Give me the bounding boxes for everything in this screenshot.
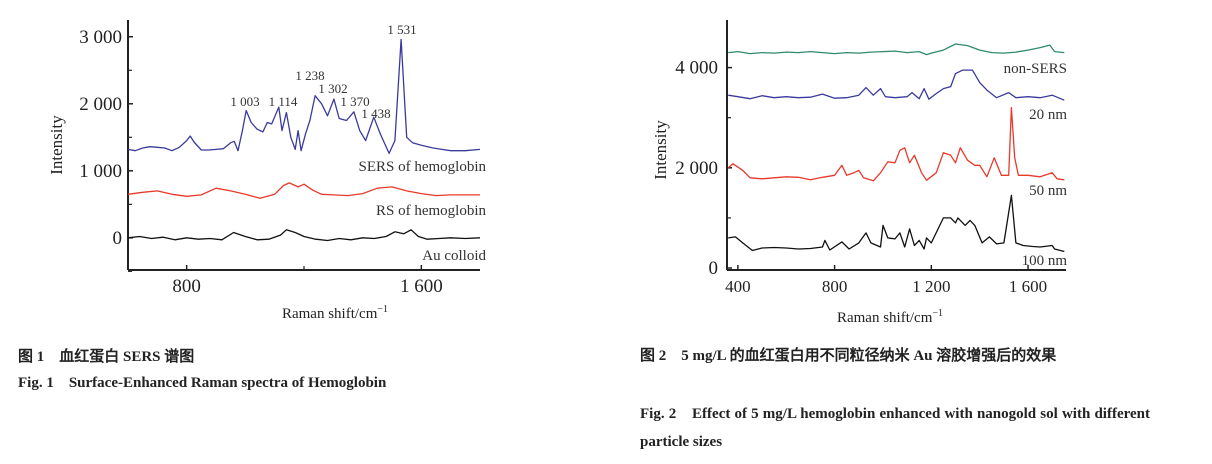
peak-label: 1 302: [318, 81, 347, 96]
x-tick-label: 1 600: [1009, 277, 1047, 296]
series-label: SERS of hemoglobin: [358, 159, 486, 175]
fig2-caption-cn: 图 2 5 mg/L 的血红蛋白用不同粒径纳米 Au 溶胶增强后的效果: [640, 348, 1057, 364]
peak-label: 1 238: [295, 68, 324, 83]
series-line-sers-of-hemoglobin: [127, 38, 481, 155]
peak-label: 1 370: [340, 94, 369, 109]
y-tick-label: 4 000: [675, 58, 718, 79]
series-label: RS of hemoglobin: [376, 203, 487, 219]
x-axis-label-superscript: −1: [932, 308, 943, 319]
peak-label: 1 438: [361, 106, 390, 121]
x-axis-label-superscript: −1: [377, 304, 388, 315]
y-tick-label: 3 000: [79, 27, 122, 48]
fig1-caption-en: Fig. 1 Surface-Enhanced Raman spectra of…: [18, 375, 387, 391]
series-line-non-sers: [728, 43, 1065, 56]
series-label: 100 nm: [1022, 253, 1068, 269]
x-tick-label: 400: [725, 277, 751, 296]
series-label: 20 nm: [1029, 107, 1067, 123]
series-line-20-nm: [728, 69, 1065, 101]
series-label: non-SERS: [1004, 61, 1067, 77]
y-tick-label: 0: [709, 258, 719, 279]
series-line-50-nm: [727, 107, 1065, 182]
x-tick-label: 1 200: [912, 277, 950, 296]
y-axis-label: Intensity: [651, 120, 670, 180]
x-axis-label: Raman shift/cm−1: [282, 304, 388, 322]
y-axis-label: Intensity: [47, 115, 66, 175]
series-label: Au colloid: [422, 248, 486, 264]
x-tick-label: 800: [822, 277, 848, 296]
peak-label: 1 531: [387, 22, 416, 37]
peak-label: 1 003: [230, 94, 259, 109]
fig2-caption-en: Fig. 2 Effect of 5 mg/L hemoglobin enhan…: [640, 406, 1150, 450]
y-tick-label: 2 000: [79, 94, 122, 115]
series-line-100-nm: [728, 194, 1065, 253]
peak-label: 1 114: [269, 94, 298, 109]
series-line-rs-of-hemoglobin: [127, 182, 480, 199]
x-tick-label: 1 600: [400, 276, 443, 297]
y-tick-label: 2 000: [675, 158, 718, 179]
y-tick-label: 0: [113, 228, 123, 249]
y-tick-label: 1 000: [79, 161, 122, 182]
fig1-caption-cn: 图 1 血红蛋白 SERS 谱图: [18, 349, 195, 365]
x-tick-label: 800: [172, 276, 201, 297]
series-label: 50 nm: [1029, 183, 1067, 199]
series-line-au-colloid: [127, 229, 481, 242]
x-axis-label: Raman shift/cm−1: [837, 308, 943, 326]
